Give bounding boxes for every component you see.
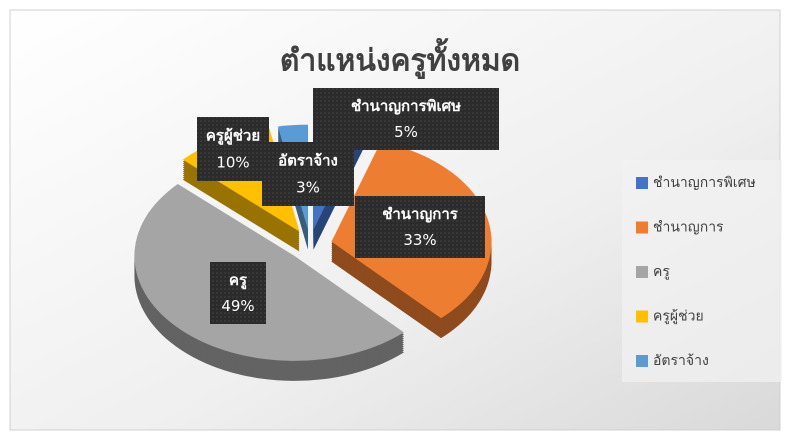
- legend-label: อัตราจ้าง: [653, 353, 709, 369]
- data-label-name: อัตราจ้าง: [278, 152, 338, 170]
- legend-label: ครูผู้ช่วย: [653, 309, 704, 325]
- legend-swatch: [636, 310, 648, 323]
- legend-swatch: [636, 221, 648, 234]
- data-label-value: 3%: [296, 179, 320, 197]
- legend-box: [622, 160, 782, 382]
- legend-label: ชำนาญการ: [653, 220, 724, 236]
- data-label-box: [313, 88, 499, 150]
- data-label-value: 10%: [216, 154, 249, 172]
- data-label-name: ครูผู้ช่วย: [206, 127, 260, 146]
- legend-label: ครู: [653, 264, 670, 280]
- chart-title: ตำแหน่งครูทั้งหมด: [280, 38, 520, 80]
- data-label-value: 33%: [403, 231, 436, 249]
- data-label-name: ครู: [229, 271, 248, 290]
- data-label-name: ชำนาญการ: [382, 205, 459, 223]
- data-label-box: [197, 117, 269, 181]
- legend-swatch: [636, 177, 648, 189]
- data-label-box: [355, 196, 485, 258]
- legend-label: ชำนาญการพิเศษ: [653, 175, 756, 191]
- slice: [134, 184, 404, 361]
- data-label-name: ชำนาญการพิเศษ: [351, 97, 461, 115]
- data-label-box: [210, 262, 266, 324]
- legend-swatch: [636, 355, 648, 367]
- data-label-value: 5%: [394, 123, 418, 141]
- legend-swatch: [636, 266, 648, 278]
- data-label-value: 49%: [221, 297, 254, 315]
- data-label-box: [262, 142, 354, 206]
